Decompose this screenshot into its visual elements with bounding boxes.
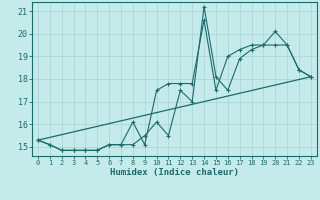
X-axis label: Humidex (Indice chaleur): Humidex (Indice chaleur) <box>110 168 239 177</box>
